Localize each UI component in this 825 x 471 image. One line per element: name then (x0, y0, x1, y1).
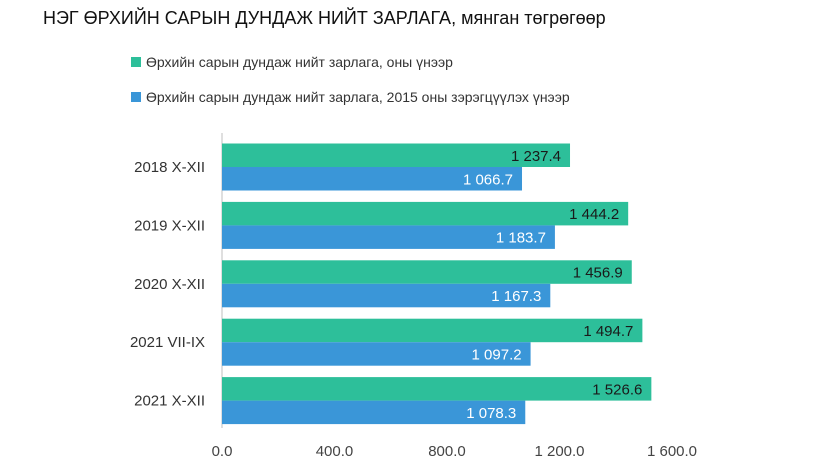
data-label: 1 526.6 (592, 381, 642, 398)
data-label: 1 097.2 (472, 346, 522, 363)
bar-2015-prices (222, 400, 526, 425)
legend-swatch-current-prices (131, 57, 141, 67)
legend-item-2015-prices: Өрхийн сарын дундаж нийт зарлага, 2015 о… (131, 89, 570, 105)
bar-current-prices (222, 260, 632, 284)
data-label: 1 167.3 (491, 288, 541, 305)
legend-item-current-prices: Өрхийн сарын дундаж нийт зарлага, оны үн… (131, 54, 453, 70)
data-label: 1 444.2 (569, 206, 619, 223)
x-tick-label: 1 600.0 (647, 443, 697, 460)
legend-label-current-prices: Өрхийн сарын дундаж нийт зарлага, оны үн… (146, 54, 453, 70)
x-tick-label: 1 200.0 (534, 443, 584, 460)
bar-2015-prices (222, 225, 555, 249)
category-label: 2019 X-XII (134, 217, 205, 234)
bar-2015-prices (222, 167, 523, 191)
category-label: 2021 X-XII (134, 393, 205, 410)
bar-current-prices (222, 377, 652, 401)
chart-title: НЭГ ӨРХИЙН САРЫН ДУНДАЖ НИЙТ ЗАРЛАГА, мя… (43, 8, 606, 28)
category-label: 2021 VII-IX (130, 334, 205, 351)
data-label: 1 078.3 (466, 405, 516, 422)
data-label: 1 494.7 (583, 323, 633, 340)
bar-current-prices (222, 318, 643, 343)
x-tick-label: 0.0 (212, 443, 233, 460)
bar-current-prices (222, 201, 629, 226)
data-label: 1 066.7 (463, 171, 513, 188)
bar-2015-prices (222, 283, 551, 308)
x-tick-label: 800.0 (428, 443, 466, 460)
legend-swatch-2015-prices (131, 92, 141, 102)
bar-current-prices (222, 143, 571, 167)
data-label: 1 183.7 (496, 230, 546, 247)
data-label: 1 456.9 (573, 265, 623, 282)
legend-label-2015-prices: Өрхийн сарын дундаж нийт зарлага, 2015 о… (146, 89, 570, 105)
category-label: 2018 X-XII (134, 159, 205, 176)
category-label: 2020 X-XII (134, 276, 205, 293)
data-label: 1 237.4 (511, 148, 561, 165)
x-tick-label: 400.0 (316, 443, 354, 460)
bar-2015-prices (222, 342, 531, 366)
